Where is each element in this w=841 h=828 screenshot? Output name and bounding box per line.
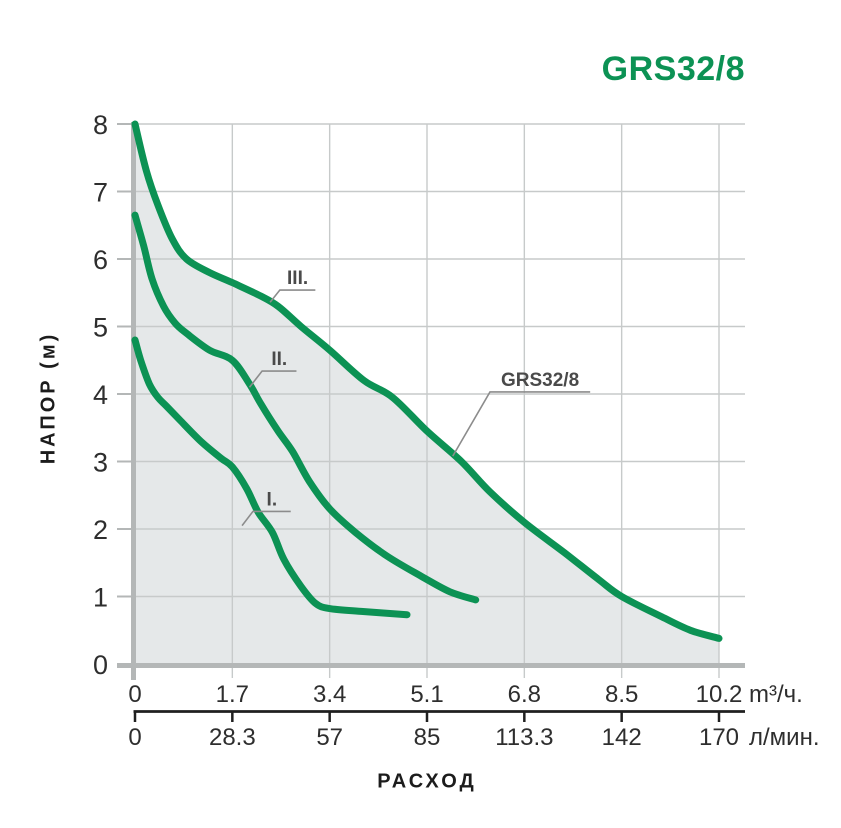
curve-III <box>131 120 723 642</box>
x-tick-lmin: 57 <box>316 724 343 751</box>
x-tick-lmin: 85 <box>414 724 441 751</box>
curve-label: III. <box>287 268 308 289</box>
x-tick-lmin: 113.3 <box>495 724 553 751</box>
curve-label: GRS32/8 <box>501 370 579 391</box>
x-tick-lmin: 170 <box>699 724 739 751</box>
gridlines <box>135 123 745 678</box>
chart-title: GRS32/8 <box>601 50 745 88</box>
y-tick: 1 <box>93 583 108 613</box>
x-tick-m3h: 0 <box>128 681 141 708</box>
curve-I <box>131 336 411 619</box>
x-axis-lmin-labels: 0 28.3 57 85 113.3 142 170 л/мин. <box>128 724 819 751</box>
x-unit-m3h: m³/ч. <box>749 681 803 708</box>
y-tick: 0 <box>93 650 108 680</box>
x-tick-lmin: 28.3 <box>209 724 256 751</box>
curve-II <box>131 211 480 604</box>
y-tick: 4 <box>93 380 108 410</box>
annotation-I: I. <box>241 489 291 527</box>
y-tick: 7 <box>93 178 108 208</box>
x-axis-title: РАСХОД <box>377 770 477 793</box>
y-tick: 2 <box>93 515 108 545</box>
y-axis-labels: 0 1 2 3 4 5 6 7 8 <box>93 110 108 680</box>
x-unit-lmin: л/мин. <box>749 724 820 751</box>
annotation-III: III. <box>269 268 316 303</box>
x-axis-m3h-labels: 0 1.7 3.4 5.1 6.8 8.5 10.2 m³/ч. <box>128 681 803 708</box>
curve-label: II. <box>271 349 287 370</box>
x-tick-lmin: 142 <box>602 724 642 751</box>
y-tick: 3 <box>93 448 108 478</box>
x-tick-m3h: 1.7 <box>216 681 249 708</box>
x-tick-m3h: 8.5 <box>605 681 638 708</box>
x-tick-m3h: 5.1 <box>410 681 443 708</box>
annotation-GRS328: GRS32/8 <box>452 370 591 457</box>
x-tick-m3h: 6.8 <box>508 681 541 708</box>
y-tick: 8 <box>93 110 108 140</box>
curve-label: I. <box>267 489 278 510</box>
secondary-x-axis <box>133 710 745 722</box>
y-tick: 6 <box>93 245 108 275</box>
x-tick-m3h: 3.4 <box>313 681 346 708</box>
x-tick-m3h: 10.2 <box>696 681 743 708</box>
x-tick-lmin: 0 <box>128 724 141 751</box>
y-tick: 5 <box>93 313 108 343</box>
annotation-II: II. <box>248 349 297 388</box>
